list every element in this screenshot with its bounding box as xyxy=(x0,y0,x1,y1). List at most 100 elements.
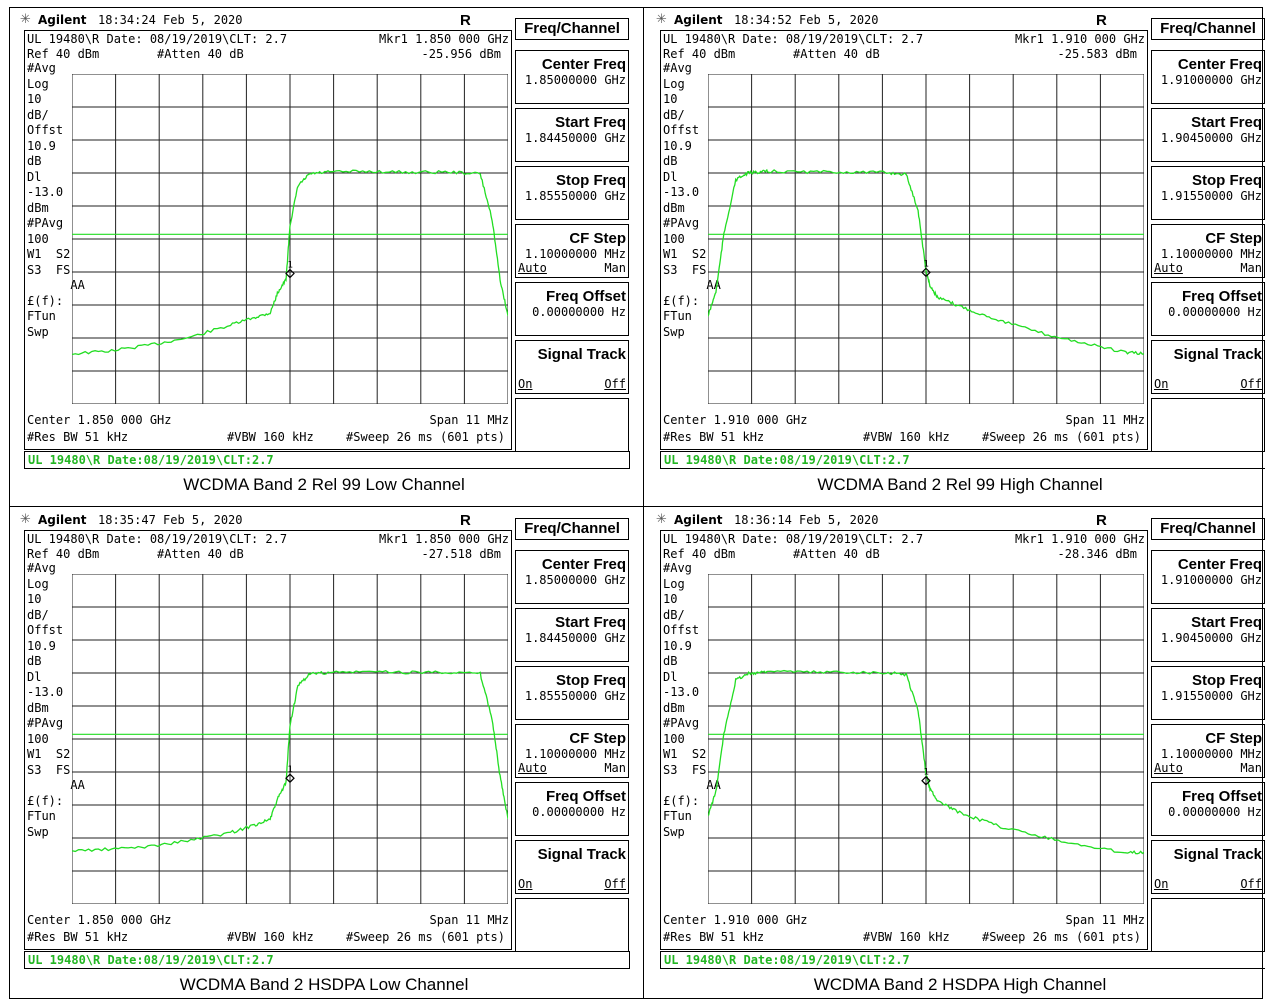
softkey-0[interactable]: Center Freq 1.91000000 GHz xyxy=(1151,550,1265,604)
softkey-6[interactable] xyxy=(1151,398,1265,452)
softkey-2[interactable]: Stop Freq 1.91550000 GHz xyxy=(1151,166,1265,220)
softkey-5[interactable]: Signal Track On Off xyxy=(515,840,629,894)
panel-header: ✳ Agilent 18:34:52 Feb 5, 2020 R T xyxy=(650,10,1150,46)
analyzer-panel: ✳ Agilent 18:35:47 Feb 5, 2020 R T UL 19… xyxy=(14,510,634,1006)
softkey-2[interactable]: Stop Freq 1.85550000 GHz xyxy=(515,166,629,220)
softkey-5[interactable]: Signal Track On Off xyxy=(515,340,629,394)
menu-title[interactable]: Freq/Channel xyxy=(1151,18,1265,40)
center-frequency: Center 1.910 000 GHz xyxy=(663,413,808,427)
softkey-value: 1.84450000 GHz xyxy=(524,131,626,145)
settings-column: #Avg Log 10 dB/ Offst 10.9 dB Dl -13.0 d… xyxy=(27,561,85,839)
softkey-label: Signal Track xyxy=(1173,846,1262,863)
resolution-bandwidth: #Res BW 51 kHz xyxy=(27,430,129,444)
softkey-3[interactable]: CF Step 1.10000000 MHz Auto Man xyxy=(515,224,629,278)
reference-level: Ref 40 dBm xyxy=(663,547,736,561)
softkey-value: 1.91000000 GHz xyxy=(1160,573,1262,587)
softkey-value: 1.10000000 MHz xyxy=(524,747,626,761)
softkey-5[interactable]: Signal Track On Off xyxy=(1151,840,1265,894)
sweep-time: #Sweep 26 ms (601 pts) xyxy=(346,930,505,944)
softkey-4[interactable]: Freq Offset 0.00000000 Hz xyxy=(1151,782,1265,836)
menu-title[interactable]: Freq/Channel xyxy=(1151,518,1265,540)
softkey-6[interactable] xyxy=(1151,898,1265,952)
softkey-1[interactable]: Start Freq 1.84450000 GHz xyxy=(515,108,629,162)
menu-title[interactable]: Freq/Channel xyxy=(515,518,629,540)
spectrum-trace xyxy=(72,669,508,853)
attenuation: #Atten 40 dB xyxy=(793,547,880,561)
softkey-label: Signal Track xyxy=(1173,346,1262,363)
panel-header: ✳ Agilent 18:36:14 Feb 5, 2020 R T xyxy=(650,510,1150,546)
resolution-bandwidth: #Res BW 51 kHz xyxy=(663,930,765,944)
marker-frequency: Mkr1 1.850 000 GHz xyxy=(378,32,509,46)
softkey-label: Signal Track xyxy=(537,846,626,863)
spectrum-trace xyxy=(72,169,508,356)
analyzer-screen: UL 19480\R Date: 08/19/2019\CLT: 2.7 Mkr… xyxy=(660,530,1148,950)
marker-diamond xyxy=(921,267,931,278)
menu-title[interactable]: Freq/Channel xyxy=(515,18,629,40)
attenuation: #Atten 40 dB xyxy=(157,47,244,61)
softkey-1[interactable]: Start Freq 1.90450000 GHz xyxy=(1151,108,1265,162)
softkey-menu: Freq/Channel Center Freq 1.91000000 GHz … xyxy=(1151,518,1265,952)
softkey-3[interactable]: CF Step 1.10000000 MHz Auto Man xyxy=(1151,224,1265,278)
marker-amplitude: -28.346 dBm xyxy=(1057,547,1137,561)
brand-name: Agilent xyxy=(674,513,723,527)
softkey-label: Stop Freq xyxy=(1192,672,1262,689)
resolution-bandwidth: #Res BW 51 kHz xyxy=(27,930,129,944)
video-bandwidth: #VBW 160 kHz xyxy=(863,930,950,944)
softkey-option-right: Off xyxy=(604,377,626,391)
timestamp: 18:34:24 Feb 5, 2020 xyxy=(98,13,243,27)
marker-amplitude: -27.518 dBm xyxy=(421,547,501,561)
softkey-5[interactable]: Signal Track On Off xyxy=(1151,340,1265,394)
spectrum-trace xyxy=(708,669,1144,855)
softkey-6[interactable] xyxy=(515,898,629,952)
timestamp: 18:36:14 Feb 5, 2020 xyxy=(734,513,879,527)
softkey-1[interactable]: Start Freq 1.90450000 GHz xyxy=(1151,608,1265,662)
center-frequency: Center 1.850 000 GHz xyxy=(27,913,172,927)
softkey-3[interactable]: CF Step 1.10000000 MHz Auto Man xyxy=(515,724,629,778)
softkey-4[interactable]: Freq Offset 0.00000000 Hz xyxy=(515,782,629,836)
softkey-label: Center Freq xyxy=(541,556,626,573)
marker-number-label: 1 xyxy=(288,261,293,271)
softkey-label: Center Freq xyxy=(541,56,626,73)
softkey-option-right: Man xyxy=(1240,761,1262,775)
softkey-6[interactable] xyxy=(515,398,629,452)
timestamp: 18:35:47 Feb 5, 2020 xyxy=(98,513,243,527)
analyzer-panel: ✳ Agilent 18:34:52 Feb 5, 2020 R T UL 19… xyxy=(650,10,1265,506)
softkey-label: Stop Freq xyxy=(1192,172,1262,189)
center-frequency: Center 1.910 000 GHz xyxy=(663,913,808,927)
softkey-option-right: Man xyxy=(1240,261,1262,275)
softkey-option-left: Auto xyxy=(1154,761,1183,775)
marker-frequency: Mkr1 1.910 000 GHz xyxy=(1014,532,1145,546)
brand-name: Agilent xyxy=(38,13,87,27)
softkey-2[interactable]: Stop Freq 1.91550000 GHz xyxy=(1151,666,1265,720)
panel-header: ✳ Agilent 18:35:47 Feb 5, 2020 R T xyxy=(14,510,514,546)
status-bar: UL 19480\R Date:08/19/2019\CLT:2.7 xyxy=(24,951,630,969)
analyzer-screen: UL 19480\R Date: 08/19/2019\CLT: 2.7 Mkr… xyxy=(660,30,1148,450)
analyzer-screen: UL 19480\R Date: 08/19/2019\CLT: 2.7 Mkr… xyxy=(24,530,512,950)
softkey-0[interactable]: Center Freq 1.85000000 GHz xyxy=(515,50,629,104)
marker-number-label: 1 xyxy=(924,768,929,778)
marker-amplitude: -25.583 dBm xyxy=(1057,47,1137,61)
softkey-4[interactable]: Freq Offset 0.00000000 Hz xyxy=(515,282,629,336)
softkey-0[interactable]: Center Freq 1.85000000 GHz xyxy=(515,550,629,604)
softkey-3[interactable]: CF Step 1.10000000 MHz Auto Man xyxy=(1151,724,1265,778)
softkey-label: CF Step xyxy=(1205,730,1262,747)
span: Span 11 MHz xyxy=(1065,913,1145,927)
softkey-0[interactable]: Center Freq 1.91000000 GHz xyxy=(1151,50,1265,104)
softkey-menu: Freq/Channel Center Freq 1.85000000 GHz … xyxy=(515,18,629,452)
softkey-value: 1.10000000 MHz xyxy=(1160,747,1262,761)
softkey-label: Freq Offset xyxy=(545,788,626,805)
settings-column: #Avg Log 10 dB/ Offst 10.9 dB Dl -13.0 d… xyxy=(663,561,721,839)
softkey-value: 0.00000000 Hz xyxy=(1168,805,1262,819)
analyzer-screen: UL 19480\R Date: 08/19/2019\CLT: 2.7 Mkr… xyxy=(24,30,512,450)
softkey-4[interactable]: Freq Offset 0.00000000 Hz xyxy=(1151,282,1265,336)
softkey-option-left: On xyxy=(518,877,533,891)
softkey-1[interactable]: Start Freq 1.84450000 GHz xyxy=(515,608,629,662)
spectrum-trace xyxy=(708,168,1144,355)
softkey-label: Start Freq xyxy=(1191,114,1262,131)
agilent-logo-icon: ✳ xyxy=(20,12,31,27)
span: Span 11 MHz xyxy=(429,913,509,927)
reference-level: Ref 40 dBm xyxy=(27,547,100,561)
softkey-2[interactable]: Stop Freq 1.85550000 GHz xyxy=(515,666,629,720)
softkey-label: Signal Track xyxy=(537,346,626,363)
softkey-menu: Freq/Channel Center Freq 1.91000000 GHz … xyxy=(1151,18,1265,452)
